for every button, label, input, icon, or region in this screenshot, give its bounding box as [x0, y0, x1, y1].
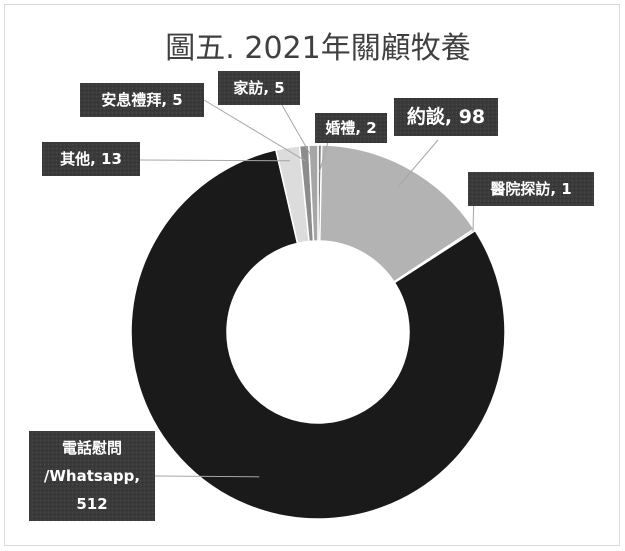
slice-6 — [307, 144, 319, 242]
leader-line-5 — [203, 99, 306, 162]
leader-line-4 — [139, 159, 290, 162]
data-label-1-line-0: 約談, 98 — [407, 105, 485, 128]
slices-group — [130, 144, 506, 520]
leader-line-3 — [154, 475, 260, 478]
data-label-box-4 — [42, 142, 140, 176]
data-label-box-6 — [218, 71, 300, 105]
data-label-4-line-0: 其他, 13 — [60, 150, 122, 168]
data-label-3-line-1: /Whatsapp, — [44, 467, 140, 485]
leader-lines-group — [139, 99, 475, 478]
data-label-box-0 — [315, 113, 387, 143]
slice-3 — [130, 148, 506, 520]
data-label-0-line-0: 婚禮, 2 — [325, 119, 376, 137]
data-label-6-line-0: 家訪, 5 — [233, 79, 284, 97]
data-label-5-line-0: 安息禮拜, 5 — [101, 91, 182, 109]
data-label-3-line-0: 電話慰問 — [62, 439, 122, 457]
data-labels-group: 婚禮, 2 約談, 98 醫院探訪, 1 電話慰問/Whatsapp, 512 其他, 1… — [29, 71, 594, 521]
data-label-2-line-0: 醫院探訪, 1 — [490, 180, 571, 198]
data-label-box-5 — [80, 83, 204, 117]
leader-line-6 — [281, 104, 315, 161]
data-label-box-3 — [29, 431, 155, 521]
data-label-3-line-2: 512 — [76, 495, 107, 513]
data-label-box-1 — [394, 98, 498, 136]
data-label-box-2 — [468, 172, 594, 206]
leader-line-1 — [397, 139, 439, 188]
chart-title: 圖五. 2021年關顧牧養 — [165, 31, 470, 66]
